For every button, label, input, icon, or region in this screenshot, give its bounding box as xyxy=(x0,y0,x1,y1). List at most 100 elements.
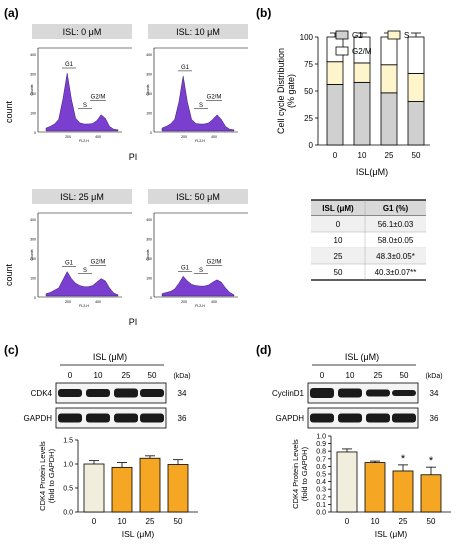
stacked-x-label: ISL(μM) xyxy=(356,167,388,177)
histogram-x-tick: 400 xyxy=(95,135,101,139)
histogram-inner-xlabel: FL2-H xyxy=(79,139,89,143)
cdk4-bar-chart: 0.0 0.5 1.0 1.5 CDK4 Protein Levels (fold to … xyxy=(38,438,198,539)
histogram-y-tick: 0 xyxy=(34,296,36,300)
western-membrane xyxy=(307,407,419,429)
gate-g2m-label: G2/M xyxy=(207,94,222,100)
histogram-inner-ylabel: Counts xyxy=(146,84,150,95)
histogram-area xyxy=(45,72,119,132)
western-lane-label: 50 xyxy=(400,371,409,380)
stacked-x-tick-label: 50 xyxy=(412,151,421,160)
bar-y-tick-label: 0.5 xyxy=(63,486,73,493)
histogram-y-tick: 100 xyxy=(30,111,36,115)
stacked-bar-G1 xyxy=(407,101,425,146)
gate-s-label: S xyxy=(83,268,87,274)
legend-label-G1: G1 xyxy=(352,31,363,40)
stacked-bar-G1 xyxy=(380,92,398,146)
bar xyxy=(139,457,161,513)
bar-x-tick-label: 25 xyxy=(399,517,408,526)
panel-label-d: (d) xyxy=(256,343,271,357)
bar-x-label: ISL (μM) xyxy=(122,529,155,539)
western-band xyxy=(86,413,110,423)
bar xyxy=(392,470,414,513)
histogram-inner-ylabel: Counts xyxy=(146,249,150,260)
histogram-inner-xlabel: FL2-H xyxy=(195,139,205,143)
histogram-x-tick: 200 xyxy=(65,135,71,139)
histogram-area xyxy=(161,75,235,132)
histogram-x-tick: 200 xyxy=(181,135,187,139)
bar-x-label: ISL (μM) xyxy=(375,529,408,539)
bar-y-label: CDK4 Protein Levels xyxy=(291,439,300,509)
bar-y-tick-label: 0.0 xyxy=(63,510,73,517)
western-band xyxy=(140,413,164,423)
histogram-y-tick: 200 xyxy=(146,92,152,96)
bar-y-tick-label: 0.9 xyxy=(316,441,326,448)
histogram-title: ISL: 25 μM xyxy=(60,192,104,202)
histogram-title: ISL: 0 μM xyxy=(63,27,102,37)
western-blot-d: ISL (μM) 0 10 25 50 (kDa) CyclinD1 34 GAPDH 36 xyxy=(272,352,443,429)
bar-x-tick-label: 0 xyxy=(92,517,97,526)
table-cell-isl: 10 xyxy=(334,236,343,245)
bar xyxy=(364,462,386,513)
histogram-y-tick: 300 xyxy=(30,72,36,76)
western-row-kda: 36 xyxy=(178,414,187,423)
legend-swatch-S xyxy=(387,30,401,40)
gate-g1-label: G1 xyxy=(65,261,74,267)
western-row-label: GAPDH xyxy=(24,414,53,423)
bar-y-tick-label: 0.0 xyxy=(316,510,326,517)
histogram-title-box xyxy=(148,189,248,204)
panel-label-b: (b) xyxy=(256,6,271,20)
bar-y-tick-label: 0.5 xyxy=(316,472,326,479)
histogram-inner-xlabel: FL2-H xyxy=(79,304,89,308)
bar-y-tick-label: 0.8 xyxy=(316,449,326,456)
bar-y-tick-label: 1.5 xyxy=(63,438,73,445)
legend-swatch-G2/M xyxy=(335,46,349,56)
histogram-x-tick: 400 xyxy=(211,135,217,139)
western-lane-label: 0 xyxy=(68,371,73,380)
histogram-y-tick: 100 xyxy=(146,111,152,115)
bar-y-tick-label: 0.2 xyxy=(316,494,326,501)
histogram-y-tick: 200 xyxy=(146,257,152,261)
histogram-y-tick: 300 xyxy=(146,72,152,76)
table-cell-isl: 0 xyxy=(336,220,341,229)
western-row-label: CDK4 xyxy=(31,389,53,398)
histogram-x-tick: 400 xyxy=(95,300,101,304)
histogram-title-box xyxy=(148,24,248,39)
stacked-y-tick-label: 100 xyxy=(300,33,314,42)
stacked-bar-G2/M xyxy=(407,36,425,74)
bar-x-tick-label: 50 xyxy=(427,517,436,526)
table-cell-isl: 50 xyxy=(334,268,343,277)
western-membrane xyxy=(55,407,167,429)
bar-x-tick-label: 25 xyxy=(146,517,155,526)
histogram-title: ISL: 50 μM xyxy=(176,192,220,202)
histogram-y-tick: 400 xyxy=(146,218,152,222)
bar xyxy=(83,463,105,513)
histogram-y-tick: 300 xyxy=(30,237,36,241)
stacked-y-tick-label: 0 xyxy=(309,141,314,150)
western-band xyxy=(366,389,390,397)
stacked-bar-G1 xyxy=(326,84,344,146)
gate-g1-label: G1 xyxy=(65,62,74,68)
table-cell-g1: 58.0±0.05 xyxy=(378,236,414,245)
gate-g1-label: G1 xyxy=(181,265,190,271)
bar-y-label: (fold to GAPDH) xyxy=(47,448,56,503)
histogram-y-tick: 300 xyxy=(146,237,152,241)
legend-label-S: S xyxy=(404,31,409,40)
table-header-bg xyxy=(311,200,426,216)
western-row-kda: 34 xyxy=(430,389,439,398)
bar-y-tick-label: 0.7 xyxy=(316,456,326,463)
histogram-x-tick: 200 xyxy=(181,300,187,304)
bar-x-tick-label: 10 xyxy=(118,517,127,526)
histogram-inner-xlabel: FL2-H xyxy=(195,304,205,308)
western-kda-header: (kDa) xyxy=(173,373,190,380)
bar-y-label: CDK4 Protein Levels xyxy=(38,441,47,511)
western-header: ISL (μM) xyxy=(345,352,379,362)
western-lane-label: 50 xyxy=(148,371,157,380)
stacked-bar-S xyxy=(407,72,425,102)
gate-g2m-label: G2/M xyxy=(207,259,222,265)
western-band xyxy=(366,413,390,423)
gate-g2m-label: G2/M xyxy=(91,94,106,100)
western-row-kda: 34 xyxy=(178,389,187,398)
cyclind1-bar-chart: 0.00.10.20.30.40.50.60.70.80.91.0 CDK4 Pr… xyxy=(291,434,451,539)
